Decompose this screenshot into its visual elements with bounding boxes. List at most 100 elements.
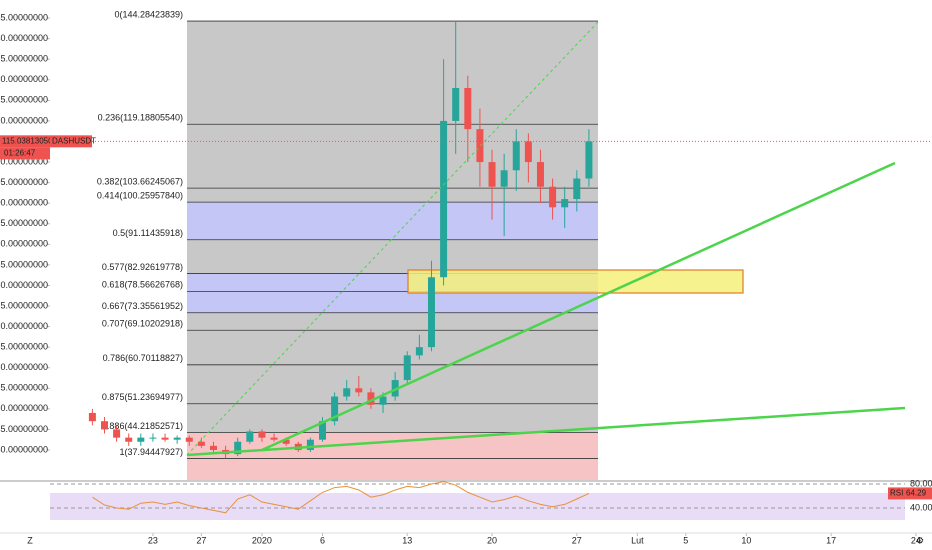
countdown-label: 01:26:47 bbox=[4, 148, 36, 157]
trend-line bbox=[261, 161, 896, 452]
candle-body bbox=[161, 437, 169, 440]
settings-icon[interactable]: ⚙ bbox=[916, 535, 924, 545]
candle-body bbox=[185, 437, 193, 442]
y-tick-label: 80.00000000 bbox=[0, 280, 48, 290]
y-tick-label: 65.00000000 bbox=[0, 342, 48, 352]
symbol-tag bbox=[50, 135, 92, 148]
y-tick-label: 145.00000000 bbox=[0, 12, 48, 22]
y-tick-label: 135.00000000 bbox=[0, 54, 48, 64]
x-tick-label: 23 bbox=[148, 535, 158, 545]
candle-body bbox=[561, 199, 569, 208]
fib-band bbox=[187, 432, 598, 459]
candle-body bbox=[524, 141, 532, 163]
candle-body bbox=[512, 141, 520, 171]
candle-body bbox=[197, 441, 205, 446]
y-tick-label: 85.00000000 bbox=[0, 259, 48, 269]
x-tick-label: 6 bbox=[320, 535, 325, 545]
fib-band bbox=[187, 202, 598, 240]
candle-body bbox=[585, 141, 593, 179]
candle-body bbox=[367, 392, 375, 405]
candle-body bbox=[318, 421, 326, 440]
y-tick-label: 110.00000000 bbox=[0, 156, 48, 166]
candle-body bbox=[415, 347, 423, 356]
candles bbox=[88, 20, 593, 459]
candle-body bbox=[234, 441, 242, 455]
x-tick-label: 20 bbox=[487, 535, 497, 545]
fib-label: 0.382(103.66245067) bbox=[97, 176, 183, 186]
y-tick-label: 45.00000000 bbox=[0, 424, 48, 434]
x-tick-label: 2020 bbox=[252, 535, 272, 545]
y-tick-label: 130.00000000 bbox=[0, 74, 48, 84]
trend-line bbox=[186, 406, 906, 457]
fib-band bbox=[187, 330, 598, 365]
candle-body bbox=[464, 88, 472, 130]
countdown-tag bbox=[0, 147, 50, 160]
candle-body bbox=[209, 445, 217, 450]
y-tick-label: 140.00000000 bbox=[0, 33, 48, 43]
y-tick-label: 90.00000000 bbox=[0, 239, 48, 249]
fib-band bbox=[187, 291, 598, 313]
highlight-box bbox=[407, 269, 744, 294]
fib-label: 0.886(44.21852571) bbox=[102, 421, 183, 431]
rsi-band bbox=[50, 493, 905, 520]
fib-label: 1(37.94447927) bbox=[119, 447, 183, 457]
fib-band bbox=[187, 239, 598, 274]
candle-body bbox=[258, 431, 266, 438]
candle-body bbox=[440, 120, 448, 278]
candle-body bbox=[125, 437, 133, 442]
rsi-name: RSI bbox=[890, 489, 903, 498]
candle-body bbox=[500, 170, 508, 187]
y-tick-label: 70.00000000 bbox=[0, 321, 48, 331]
fib-label: 0.786(60.70118827) bbox=[103, 353, 183, 363]
y-tick-label: 55.00000000 bbox=[0, 383, 48, 393]
candle-body bbox=[173, 437, 181, 440]
candle-body bbox=[573, 178, 581, 200]
x-tick-label: Lut bbox=[631, 535, 644, 545]
fib-label: 0.667(73.35561952) bbox=[102, 301, 183, 311]
rsi-tick-label: 80.00 bbox=[910, 478, 932, 488]
x-tick-label: 24 bbox=[911, 535, 921, 545]
candle-body bbox=[137, 437, 145, 442]
candle-body bbox=[88, 412, 96, 422]
candle-body bbox=[270, 437, 278, 440]
fib-label: 0.5(91.11435918) bbox=[113, 228, 183, 238]
candle-body bbox=[282, 439, 290, 444]
fib-label: 0.577(82.92619778) bbox=[102, 262, 183, 272]
candle-body bbox=[536, 162, 544, 187]
x-tick-label: 10 bbox=[741, 535, 751, 545]
x-tick-label: 13 bbox=[402, 535, 412, 545]
candle-body bbox=[476, 129, 484, 163]
candle-body bbox=[403, 355, 411, 381]
x-tick-label: 17 bbox=[826, 535, 836, 545]
zoom-icon[interactable]: Z bbox=[27, 535, 33, 545]
rsi-line bbox=[92, 481, 590, 514]
rsi-tick-label: 40.00 bbox=[910, 502, 932, 512]
y-tick-label: 75.00000000 bbox=[0, 300, 48, 310]
x-tick-label: 5 bbox=[683, 535, 688, 545]
candle-body bbox=[246, 431, 254, 442]
candle-body bbox=[355, 388, 363, 393]
fib-label: 0.236(119.18805540) bbox=[98, 113, 183, 123]
candle-body bbox=[427, 277, 435, 348]
rsi-tag bbox=[888, 487, 932, 500]
fib-bands bbox=[187, 21, 598, 480]
y-tick-label: 120.00000000 bbox=[0, 115, 48, 125]
fib-label: 0(144.28423839) bbox=[114, 9, 183, 19]
fib-band bbox=[187, 124, 598, 189]
rsi-pane: 80.00 40.00 RSI 64.29 bbox=[50, 478, 932, 514]
candle-body bbox=[306, 439, 314, 450]
y-tick-label: 60.00000000 bbox=[0, 362, 48, 372]
fib-label: 0.875(51.23694977) bbox=[102, 392, 183, 402]
x-tick-label: 27 bbox=[572, 535, 582, 545]
price-tag bbox=[0, 135, 50, 148]
candle-body bbox=[149, 437, 157, 439]
candle-body bbox=[343, 388, 351, 397]
y-tick-label: 100.00000000 bbox=[0, 198, 48, 208]
fib-band bbox=[187, 21, 598, 125]
fib-band bbox=[187, 188, 598, 203]
candle-body bbox=[379, 396, 387, 405]
y-tick-label: 50.00000000 bbox=[0, 403, 48, 413]
symbol-label: DASHUSDT bbox=[52, 136, 96, 145]
last-price-label: 115.03813050 bbox=[2, 136, 53, 145]
